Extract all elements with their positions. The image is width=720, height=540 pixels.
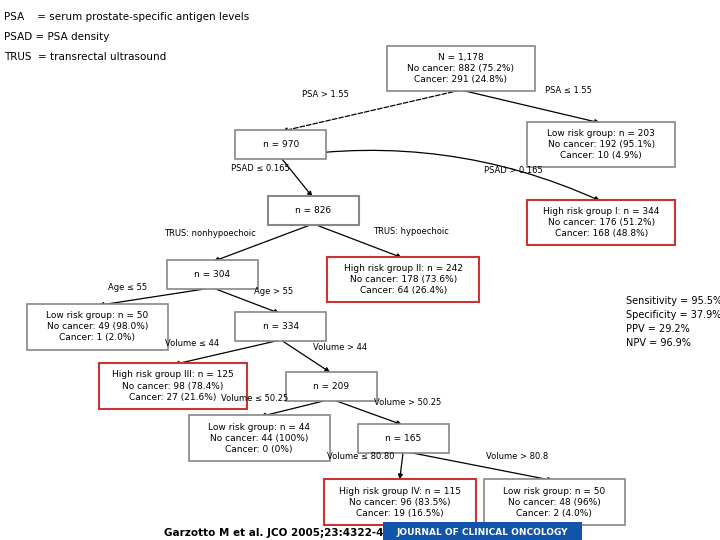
Text: n = 334: n = 334 [263, 322, 299, 332]
Text: PSA ≤ 1.55: PSA ≤ 1.55 [546, 86, 593, 94]
Text: n = 304: n = 304 [194, 270, 230, 279]
FancyBboxPatch shape [167, 260, 258, 289]
Text: PSAD ≤ 0.165: PSAD ≤ 0.165 [231, 164, 289, 173]
Text: High risk group III: n = 125
No cancer: 98 (78.4%)
Cancer: 27 (21.6%): High risk group III: n = 125 No cancer: … [112, 370, 234, 402]
Text: Volume ≤ 50.25: Volume ≤ 50.25 [221, 394, 288, 403]
Text: Volume > 80.8: Volume > 80.8 [486, 452, 548, 461]
Text: Low risk group: n = 203
No cancer: 192 (95.1%)
Cancer: 10 (4.9%): Low risk group: n = 203 No cancer: 192 (… [547, 129, 655, 160]
Text: Garzotto M et al. JCO 2005;23:4322-4329: Garzotto M et al. JCO 2005;23:4322-4329 [164, 528, 405, 538]
Text: PSAD > 0.165: PSAD > 0.165 [485, 166, 543, 174]
FancyBboxPatch shape [189, 415, 330, 461]
Text: Age > 55: Age > 55 [254, 287, 293, 296]
FancyBboxPatch shape [484, 480, 625, 525]
FancyBboxPatch shape [235, 313, 326, 341]
FancyBboxPatch shape [286, 372, 377, 401]
Text: PSA    = serum prostate-specific antigen levels: PSA = serum prostate-specific antigen le… [4, 12, 249, 22]
Text: PSAD = PSA density: PSAD = PSA density [4, 32, 109, 42]
FancyBboxPatch shape [99, 363, 247, 409]
Text: TRUS: nonhypoechoic: TRUS: nonhypoechoic [164, 229, 256, 238]
Text: n = 165: n = 165 [385, 434, 421, 443]
Text: High risk group I: n = 344
No cancer: 176 (51.2%)
Cancer: 168 (48.8%): High risk group I: n = 344 No cancer: 17… [543, 207, 660, 238]
FancyBboxPatch shape [383, 522, 582, 540]
Text: Volume > 50.25: Volume > 50.25 [374, 399, 441, 407]
Text: Low risk group: n = 50
No cancer: 49 (98.0%)
Cancer: 1 (2.0%): Low risk group: n = 50 No cancer: 49 (98… [46, 311, 148, 342]
Text: Volume > 44: Volume > 44 [313, 343, 367, 352]
FancyBboxPatch shape [268, 197, 359, 225]
FancyBboxPatch shape [387, 46, 535, 91]
Text: JOURNAL OF CLINICAL ONCOLOGY: JOURNAL OF CLINICAL ONCOLOGY [397, 529, 568, 537]
Text: Sensitivity = 95.5%
Specificity = 37.9%
PPV = 29.2%
NPV = 96.9%: Sensitivity = 95.5% Specificity = 37.9% … [626, 296, 720, 348]
FancyBboxPatch shape [358, 424, 449, 453]
FancyBboxPatch shape [27, 304, 168, 349]
Text: Low risk group: n = 44
No cancer: 44 (100%)
Cancer: 0 (0%): Low risk group: n = 44 No cancer: 44 (10… [208, 423, 310, 454]
Text: Volume ≤ 80.80: Volume ≤ 80.80 [327, 452, 395, 461]
Text: High risk group II: n = 242
No cancer: 178 (73.6%)
Cancer: 64 (26.4%): High risk group II: n = 242 No cancer: 1… [343, 264, 463, 295]
Text: Age ≤ 55: Age ≤ 55 [109, 283, 148, 292]
Text: Low risk group: n = 50
No cancer: 48 (96%)
Cancer: 2 (4.0%): Low risk group: n = 50 No cancer: 48 (96… [503, 487, 606, 518]
FancyBboxPatch shape [235, 130, 326, 159]
FancyBboxPatch shape [527, 200, 675, 245]
Text: TRUS: hypoechoic: TRUS: hypoechoic [373, 227, 449, 237]
Text: n = 826: n = 826 [295, 206, 331, 215]
Text: PSA > 1.55: PSA > 1.55 [302, 90, 349, 99]
FancyBboxPatch shape [328, 256, 480, 302]
Text: High risk group IV: n = 115
No cancer: 96 (83.5%)
Cancer: 19 (16.5%): High risk group IV: n = 115 No cancer: 9… [338, 487, 461, 518]
Text: n = 970: n = 970 [263, 140, 299, 149]
Text: TRUS  = transrectal ultrasound: TRUS = transrectal ultrasound [4, 52, 166, 62]
Text: Volume ≤ 44: Volume ≤ 44 [166, 339, 220, 348]
Text: N = 1,178
No cancer: 882 (75.2%)
Cancer: 291 (24.8%): N = 1,178 No cancer: 882 (75.2%) Cancer:… [408, 53, 514, 84]
FancyBboxPatch shape [324, 480, 476, 525]
Text: n = 209: n = 209 [313, 382, 349, 390]
FancyBboxPatch shape [527, 122, 675, 167]
